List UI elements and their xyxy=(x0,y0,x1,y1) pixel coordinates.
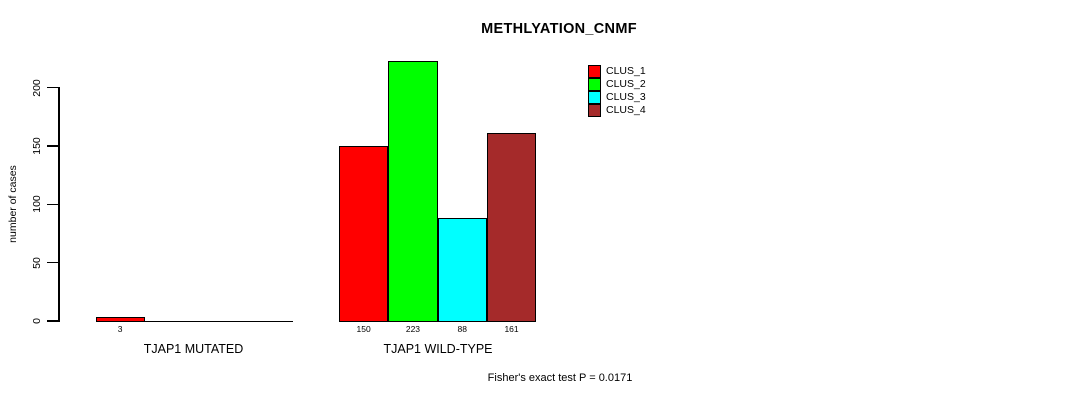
legend-label: CLUS_1 xyxy=(606,65,646,77)
y-tick-mark xyxy=(47,145,59,147)
y-tick-label: 0 xyxy=(31,318,43,324)
y-tick-label: 150 xyxy=(31,137,43,155)
legend-item: CLUS_2 xyxy=(588,78,646,91)
bar-clus_4 xyxy=(486,133,537,322)
y-tick-label: 100 xyxy=(31,195,43,214)
bar-clus_3 xyxy=(437,218,487,322)
y-tick-label: 50 xyxy=(31,256,43,269)
bar-clus_1 xyxy=(95,317,145,322)
legend-swatch-clus_3 xyxy=(588,91,601,104)
y-tick-mark xyxy=(47,203,59,206)
group-label-tjap1-wild-type: TJAP1 WILD-TYPE xyxy=(383,342,493,356)
fisher-test-footnote: Fisher's exact test P = 0.0171 xyxy=(487,371,633,384)
legend-item: CLUS_4 xyxy=(588,104,646,117)
bar-value-label: 223 xyxy=(405,324,421,334)
legend-label: CLUS_2 xyxy=(606,78,646,90)
legend-swatch-clus_4 xyxy=(588,104,601,117)
y-tick-label: 200 xyxy=(31,78,43,97)
chart-title: METHLYATION_CNMF xyxy=(481,21,637,37)
group-label-tjap1-mutated: TJAP1 MUTATED xyxy=(143,342,244,356)
y-tick-mark xyxy=(47,86,59,89)
bar-value-label: 161 xyxy=(504,324,519,334)
bar-clus_2 xyxy=(388,60,438,322)
bar-value-label: 3 xyxy=(117,324,123,334)
legend-label: CLUS_4 xyxy=(606,104,646,116)
bar-clus_1 xyxy=(339,145,389,322)
y-axis-label: number of cases xyxy=(7,165,19,243)
legend: CLUS_1 CLUS_2 CLUS_3 CLUS_4 xyxy=(588,65,646,117)
group-baseline xyxy=(95,320,293,322)
legend-swatch-clus_1 xyxy=(588,65,601,78)
legend-label: CLUS_3 xyxy=(606,91,646,103)
y-tick-mark xyxy=(47,261,59,264)
bar-value-label: 88 xyxy=(457,324,467,334)
legend-item: CLUS_1 xyxy=(588,65,646,78)
bar-value-label: 150 xyxy=(356,324,371,334)
legend-swatch-clus_2 xyxy=(588,78,601,91)
y-tick-mark xyxy=(47,320,59,322)
legend-item: CLUS_3 xyxy=(588,91,646,104)
